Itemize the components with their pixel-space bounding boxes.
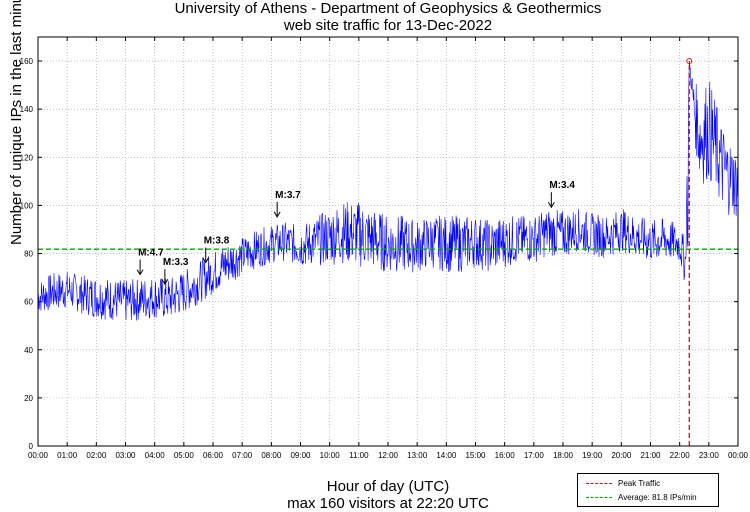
- y-tick-label: 20: [24, 394, 33, 403]
- legend-swatch-peak: [586, 482, 612, 484]
- annotation-label: M:4.7: [138, 248, 164, 259]
- annotation-arrowhead: [136, 269, 144, 276]
- legend-item-peak: Peak Traffic: [586, 477, 660, 489]
- y-tick-label: 160: [20, 57, 34, 66]
- x-tick-label: 09:00: [290, 451, 311, 460]
- annotation-arrowhead: [161, 278, 169, 286]
- x-tick-label: 22:00: [670, 451, 691, 460]
- x-tick-label: 05:00: [174, 451, 195, 460]
- y-tick-label: 80: [24, 250, 33, 259]
- annotation-arrowhead: [202, 257, 210, 264]
- x-tick-label: 21:00: [640, 451, 661, 460]
- x-tick-label: 19:00: [582, 451, 603, 460]
- x-tick-label: 14:00: [436, 451, 457, 460]
- legend-label-average: Average: 81.8 IPs/min: [618, 492, 697, 502]
- x-tick-label: 00:00: [28, 451, 49, 460]
- x-tick-label: 10:00: [320, 451, 341, 460]
- x-tick-label: 20:00: [611, 451, 632, 460]
- chart-title: University of Athens - Department of Geo…: [174, 0, 602, 17]
- annotation-label: M:3.3: [163, 257, 189, 268]
- x-tick-label: 17:00: [524, 451, 545, 460]
- x-tick-label: 12:00: [378, 451, 399, 460]
- x-tick-label: 02:00: [86, 451, 107, 460]
- legend-swatch-average: [586, 496, 612, 498]
- legend-label-peak: Peak Traffic: [618, 478, 661, 488]
- max-visitors-note: max 160 visitors at 22:20 UTC: [287, 495, 489, 512]
- x-tick-label: 16:00: [495, 451, 516, 460]
- annotation-arrowhead: [273, 211, 281, 218]
- y-tick-label: 100: [20, 201, 34, 210]
- x-tick-label: 13:00: [407, 451, 428, 460]
- annotation-label: M:3.7: [275, 190, 301, 201]
- annotation-label: M:3.4: [549, 180, 575, 191]
- x-tick-label: 01:00: [57, 451, 78, 460]
- peak-marker: [686, 58, 693, 65]
- x-tick-label: 23:00: [699, 451, 720, 460]
- legend-item-average: Average: 81.8 IPs/min: [586, 491, 697, 503]
- chart-subtitle: web site traffic for 13-Dec-2022: [283, 17, 493, 34]
- x-tick-label: 15:00: [465, 451, 486, 460]
- x-tick-label: 11:00: [349, 451, 369, 460]
- x-tick-label: 18:00: [553, 451, 574, 460]
- traffic-line: [37, 61, 739, 321]
- x-tick-label: 00:00: [728, 451, 749, 460]
- y-axis-label: Number of unique IPs in the last minute: [8, 0, 25, 245]
- y-tick-label: 140: [20, 105, 34, 114]
- y-tick-label: 60: [24, 298, 33, 307]
- x-tick-label: 03:00: [115, 451, 136, 460]
- plot-frame: [37, 36, 739, 447]
- x-tick-label: 06:00: [203, 451, 224, 460]
- x-tick-label: 04:00: [145, 451, 166, 460]
- x-tick-label: 07:00: [232, 451, 253, 460]
- legend: Peak Traffic Average: 81.8 IPs/min: [577, 473, 719, 507]
- annotation-arrowhead: [547, 201, 555, 209]
- y-tick-label: 40: [24, 346, 33, 355]
- annotation-label: M:3.8: [204, 236, 230, 247]
- y-tick-label: 120: [20, 153, 34, 162]
- y-tick-label: 0: [29, 442, 34, 451]
- x-tick-label: 08:00: [261, 451, 282, 460]
- x-axis-label: Hour of day (UTC): [326, 478, 450, 495]
